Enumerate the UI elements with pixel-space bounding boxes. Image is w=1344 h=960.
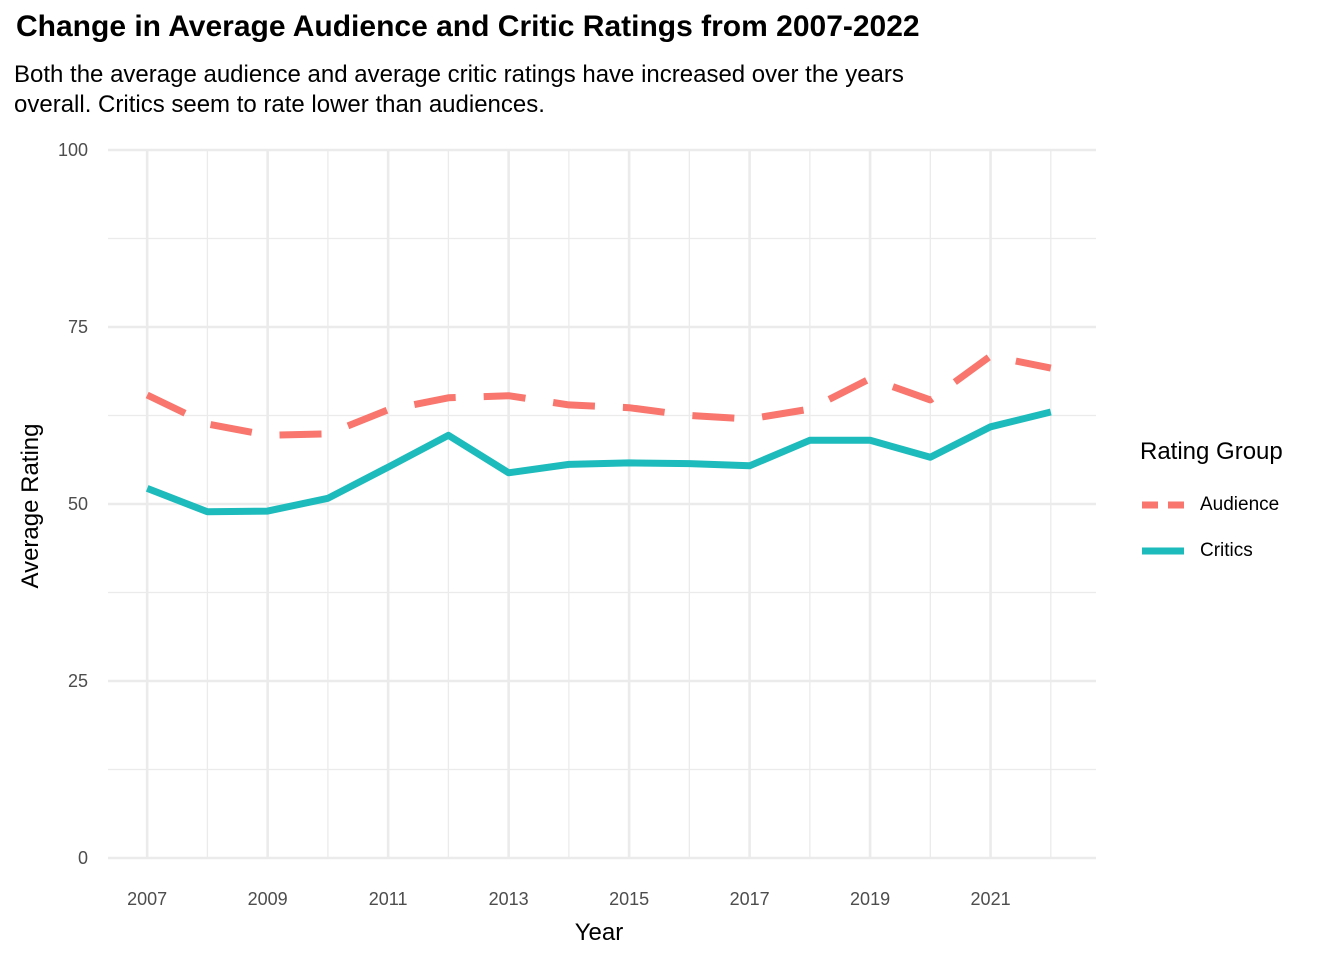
- x-tick-label: 2009: [248, 889, 288, 909]
- x-tick-label: 2015: [609, 889, 649, 909]
- chart-subtitle: Both the average audience and average cr…: [14, 61, 904, 118]
- chart-title: Change in Average Audience and Critic Ra…: [16, 10, 920, 43]
- series-line-audience: [145, 352, 1052, 439]
- legend-key-audience: [1142, 501, 1184, 509]
- legend-key-critics: [1142, 547, 1184, 555]
- y-tick-label: 100: [58, 140, 88, 160]
- y-tick-label: 75: [68, 317, 88, 337]
- x-tick-label: 2013: [489, 889, 529, 909]
- x-axis-ticks: 2007 2009 2011 2013 2015 2017 2019 2021: [127, 889, 1010, 909]
- series-line-critics: [145, 408, 1052, 516]
- x-tick-label: 2019: [850, 889, 890, 909]
- y-tick-label: 50: [68, 494, 88, 514]
- major-gridlines: [108, 148, 1096, 860]
- y-tick-label: 0: [78, 848, 88, 868]
- x-tick-label: 2007: [127, 889, 167, 909]
- y-tick-label: 25: [68, 671, 88, 691]
- legend-label-audience: Audience: [1200, 494, 1280, 515]
- series-lines: [145, 352, 1052, 516]
- x-tick-label: 2017: [730, 889, 770, 909]
- legend-item-critics: Critics: [1140, 528, 1283, 574]
- x-tick-label: 2011: [369, 889, 408, 909]
- y-axis-ticks: 0 25 50 75 100: [58, 140, 88, 868]
- legend-title: Rating Group: [1140, 438, 1283, 465]
- x-tick-label: 2021: [971, 889, 1011, 909]
- legend-item-audience: Audience: [1140, 482, 1283, 528]
- legend-label-critics: Critics: [1200, 540, 1253, 561]
- y-axis-title: Average Rating: [17, 424, 44, 589]
- legend: Rating Group Audience Critics: [1140, 438, 1283, 574]
- x-axis-title: Year: [575, 919, 624, 946]
